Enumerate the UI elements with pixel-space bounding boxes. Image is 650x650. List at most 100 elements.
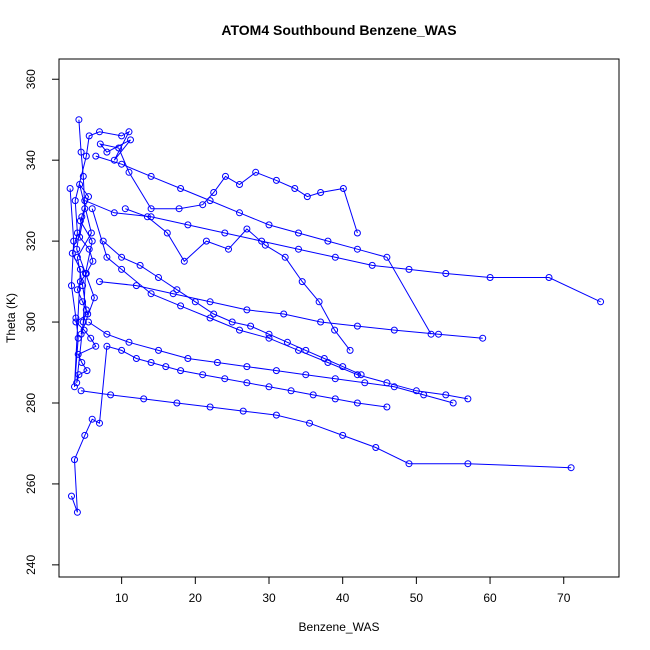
data-point (118, 132, 126, 140)
data-point (206, 298, 214, 306)
data-point (206, 197, 214, 205)
data-point (222, 172, 229, 180)
data-point (306, 419, 313, 427)
data-point (265, 334, 273, 342)
data-point (162, 363, 170, 371)
data-point (353, 322, 361, 330)
data-point (87, 334, 95, 342)
data-point (390, 326, 398, 334)
data-point (82, 270, 89, 277)
data-point (302, 371, 310, 379)
data-point (87, 229, 95, 237)
data-point (236, 181, 243, 188)
data-point (99, 237, 107, 245)
data-point (265, 383, 273, 391)
data-point (107, 391, 115, 399)
data-point (210, 310, 218, 318)
series-line (102, 240, 362, 376)
data-point (287, 387, 295, 395)
data-point (103, 253, 111, 261)
data-point (83, 367, 91, 375)
data-point (353, 245, 361, 253)
data-point (252, 168, 260, 176)
series-line (84, 200, 601, 303)
data-point (81, 431, 89, 439)
y-axis-label: Theta (K) (4, 293, 18, 343)
data-point (383, 403, 391, 411)
data-point (118, 265, 126, 273)
data-point (132, 282, 140, 290)
series-line (81, 390, 572, 469)
chart-title: ATOM4 Southbound Benzene_WAS (221, 22, 456, 38)
data-point (173, 286, 181, 294)
y-tick-label: 280 (24, 393, 38, 413)
data-point (309, 391, 317, 399)
data-point (96, 278, 103, 286)
y-tick-label: 260 (24, 474, 38, 494)
data-point (405, 460, 413, 468)
data-point (79, 318, 87, 326)
y-tick-label: 360 (24, 69, 38, 89)
data-point (173, 399, 181, 407)
data-point (125, 168, 133, 176)
data-point (88, 205, 96, 213)
data-point (479, 334, 487, 342)
data-point (339, 363, 347, 371)
data-point (331, 253, 339, 261)
data-point (84, 310, 92, 318)
data-point (357, 371, 365, 379)
data-point (74, 350, 82, 358)
data-point (324, 237, 332, 245)
y-tick-label: 340 (24, 150, 38, 170)
data-point (317, 189, 325, 196)
x-tick-label: 20 (189, 591, 203, 605)
data-point (331, 375, 339, 383)
series-layer (66, 116, 605, 516)
data-point (331, 326, 339, 334)
data-point (449, 399, 457, 407)
data-point (261, 241, 269, 249)
data-point (71, 456, 78, 464)
data-point (125, 128, 133, 136)
data-point (265, 221, 273, 229)
data-point (177, 302, 185, 310)
series-line (71, 345, 387, 513)
data-point (346, 346, 354, 354)
data-point (361, 379, 369, 387)
data-point (206, 314, 214, 322)
data-point (315, 298, 323, 306)
data-point (77, 148, 85, 156)
x-tick-label: 40 (336, 591, 350, 605)
data-point (184, 355, 192, 362)
data-point (92, 342, 100, 350)
data-point (298, 278, 306, 286)
data-series (88, 205, 472, 403)
data-series (77, 387, 575, 472)
data-point (295, 229, 302, 237)
data-point (70, 237, 78, 245)
data-point (163, 229, 171, 237)
data-point (125, 338, 133, 346)
data-point (243, 379, 251, 387)
y-tick-label: 300 (24, 312, 38, 332)
data-point (82, 306, 90, 314)
data-point (435, 330, 442, 338)
data-point (236, 326, 243, 334)
data-point (75, 116, 83, 124)
data-point (90, 294, 98, 302)
data-point (155, 274, 162, 281)
series-line (95, 155, 432, 335)
data-point (272, 411, 280, 419)
data-series (92, 152, 435, 338)
data-point (103, 342, 111, 350)
data-series (85, 318, 457, 407)
data-point (272, 176, 280, 184)
data-point (68, 249, 76, 257)
data-point (143, 213, 151, 221)
data-point (140, 395, 148, 403)
data-point (280, 310, 288, 318)
data-point (228, 318, 236, 326)
data-point (147, 359, 155, 366)
data-point (71, 197, 79, 205)
